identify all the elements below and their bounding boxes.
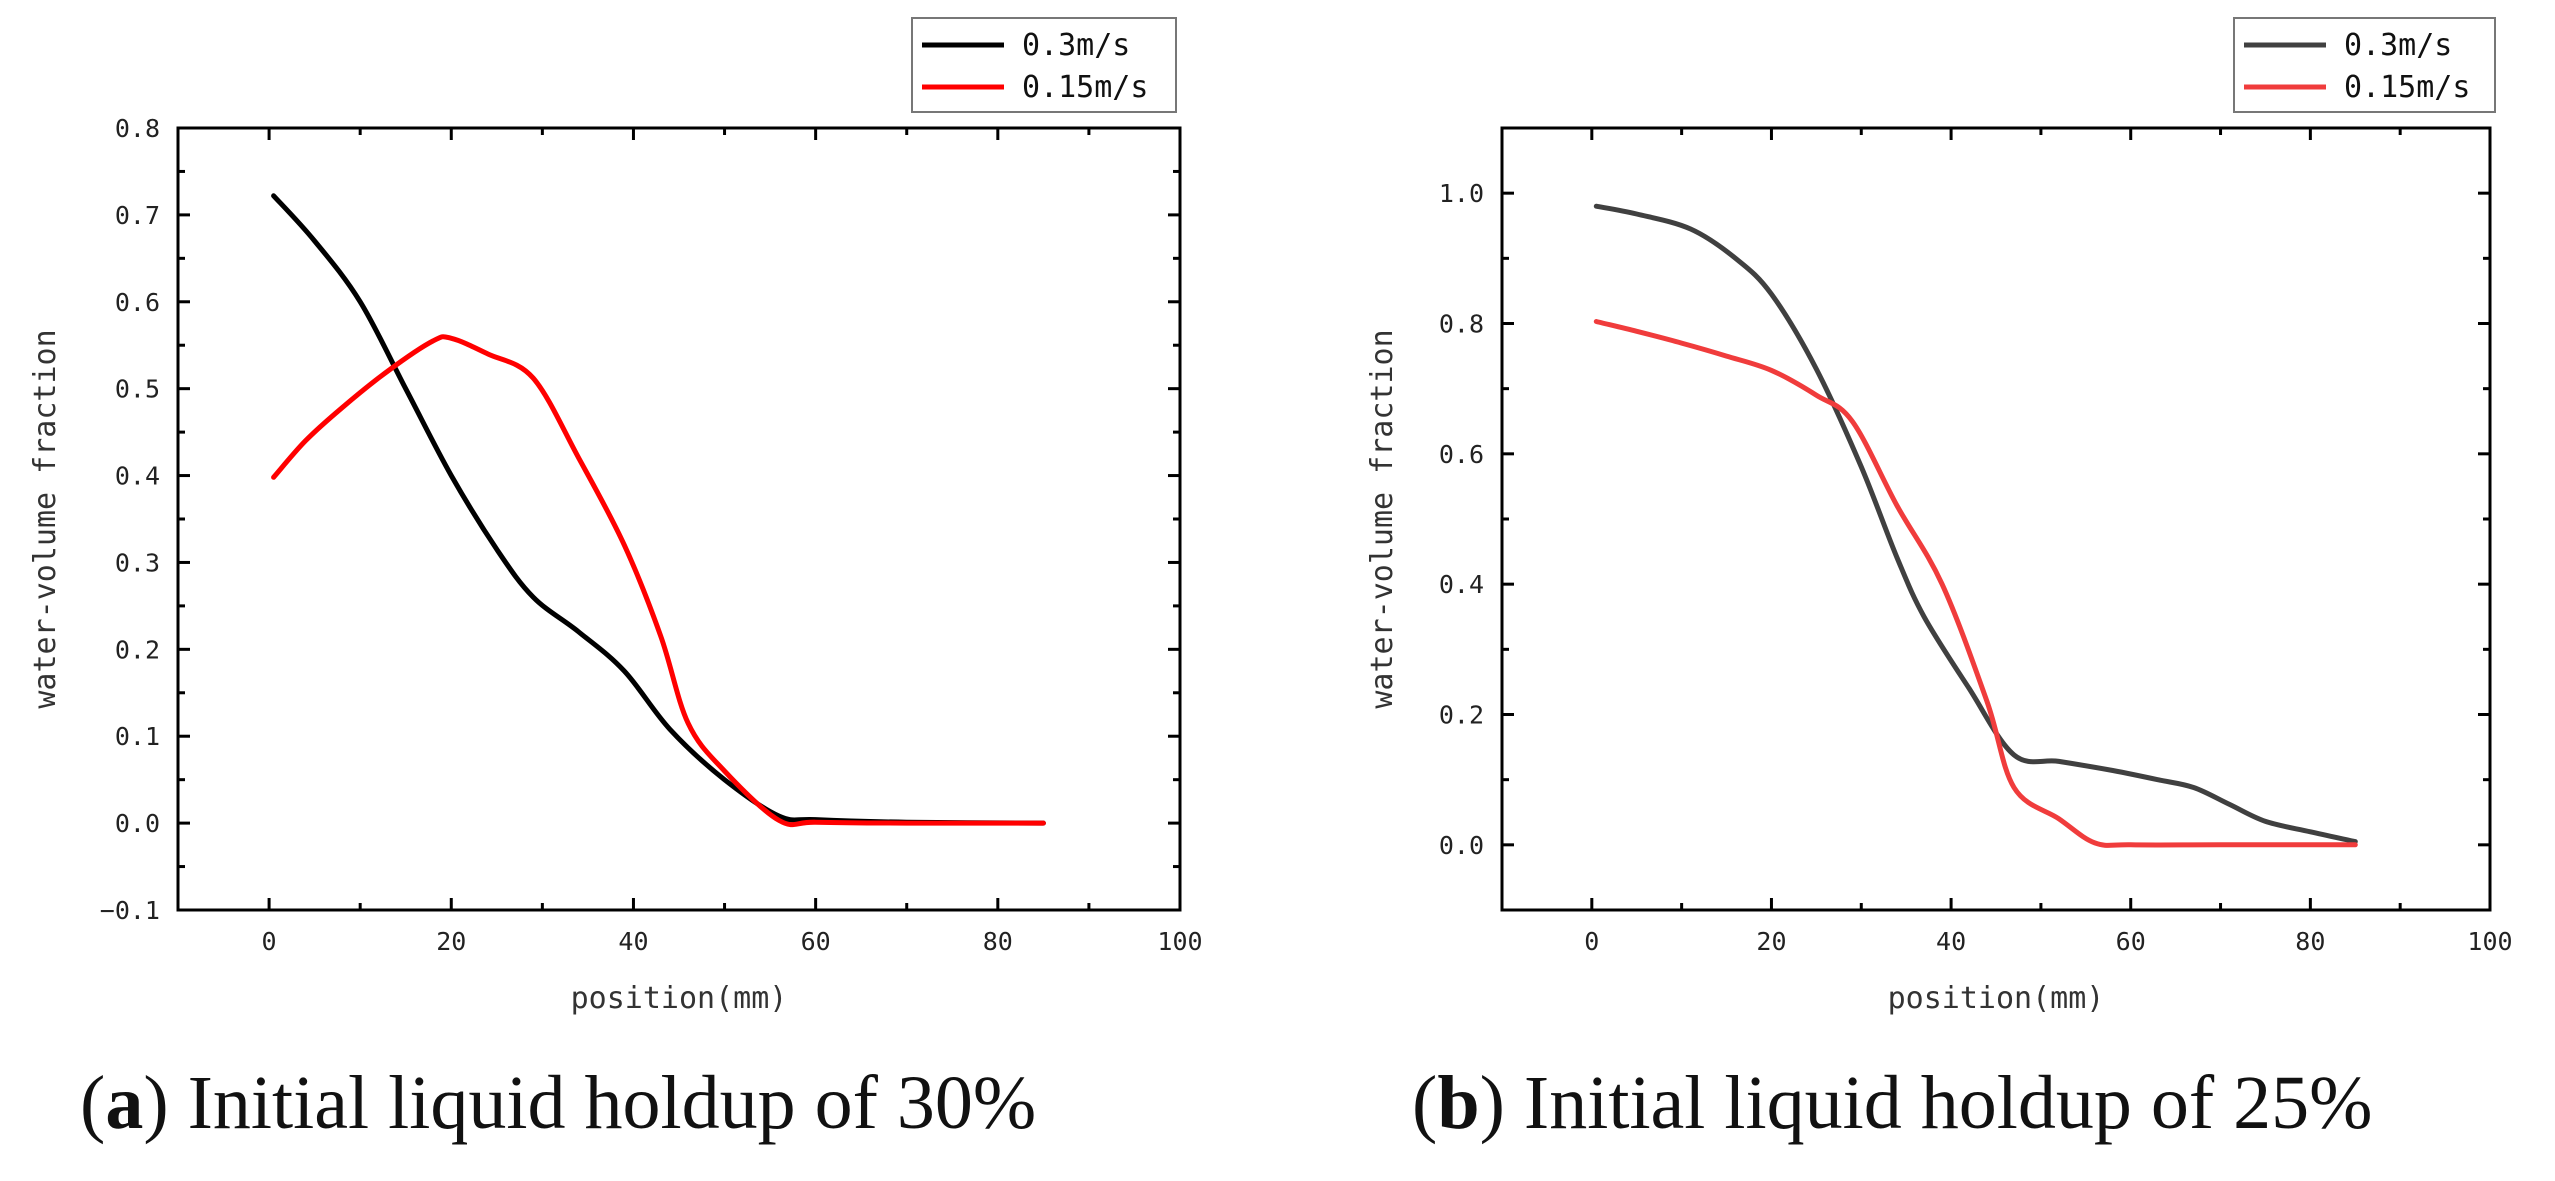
chart-a-x-tick-label: 100 — [1157, 927, 1202, 956]
chart-a-y-tick-label: 0.0 — [115, 809, 160, 838]
chart-a-plot-frame — [176, 126, 1182, 912]
chart-b-x-tick-label: 40 — [1936, 927, 1966, 956]
chart-b-legend-box — [2233, 17, 2496, 113]
chart-a-series-line-2 — [271, 334, 1046, 828]
chart-a-legend-box — [911, 17, 1177, 113]
caption-a-letter: a — [105, 1061, 144, 1145]
chart-b-x-tick-label: 100 — [2467, 927, 2512, 956]
chart-panel-a: 0 20 40 60 80 100 −0.1 0.0 0.1 0.2 0.3 0.4 0.5 0.6 0.7… — [28, 17, 1203, 1016]
chart-a-y-tick-label: 0.1 — [115, 722, 160, 751]
chart-a-y-tick-label: 0.3 — [115, 548, 160, 577]
chart-b-y-tick-label: 1.0 — [1439, 179, 1484, 208]
chart-b-x-axis-title: position(mm) — [1888, 981, 2105, 1016]
chart-b-y-axis-title: water-volume fraction — [1365, 329, 1400, 708]
chart-b-legend-label-2: 0.15m/s — [2344, 70, 2470, 105]
chart-b-y-tick-label: 0.6 — [1439, 440, 1484, 469]
chart-b-series-line-1 — [1593, 203, 2358, 845]
chart-b-y-tick-label: 0.2 — [1439, 701, 1484, 730]
chart-a-x-tick-label: 0 — [262, 927, 277, 956]
chart-a-y-tick-label: 0.7 — [115, 201, 160, 230]
chart-b-series-line-2 — [1593, 319, 2358, 848]
chart-b-x-tick-label: 80 — [2295, 927, 2325, 956]
chart-a-y-tick-label: −0.1 — [100, 896, 160, 925]
chart-a-x-tick-label: 60 — [801, 927, 831, 956]
chart-a-y-tick-label: 0.2 — [115, 635, 160, 664]
chart-b-y-tick-label: 0.4 — [1439, 570, 1484, 599]
caption-b-letter: b — [1437, 1061, 1480, 1145]
chart-a-legend-label-2: 0.15m/s — [1022, 70, 1148, 105]
chart-a-x-tick-label: 80 — [983, 927, 1013, 956]
chart-a-y-tick-label: 0.4 — [115, 462, 160, 491]
chart-b-y-tick-label: 0.0 — [1439, 831, 1484, 860]
chart-a-y-tick-label: 0.6 — [115, 288, 160, 317]
chart-a-y-tick-label: 0.5 — [115, 375, 160, 404]
chart-a-x-tick-label: 20 — [436, 927, 466, 956]
chart-b-legend-label-1: 0.3m/s — [2344, 28, 2452, 63]
caption-b: (b) Initial liquid holdup of 25% — [1412, 1061, 2373, 1145]
caption-a: (a) Initial liquid holdup of 30% — [80, 1061, 1037, 1145]
caption-a-text: Initial liquid holdup of 30% — [187, 1061, 1037, 1145]
chart-b-x-tick-label: 60 — [2116, 927, 2146, 956]
caption-b-text: Initial liquid holdup of 25% — [1523, 1061, 2373, 1145]
chart-a-legend-label-1: 0.3m/s — [1022, 28, 1130, 63]
chart-a-series-line-1 — [271, 193, 1046, 826]
chart-b-plot-frame — [1500, 126, 2492, 912]
chart-a-y-tick-label: 0.8 — [115, 114, 160, 143]
chart-b-y-tick-label: 0.8 — [1439, 310, 1484, 339]
chart-a-x-axis-title: position(mm) — [571, 981, 788, 1016]
chart-b-x-tick-label: 0 — [1584, 927, 1599, 956]
chart-a-x-tick-label: 40 — [618, 927, 648, 956]
chart-b-x-tick-label: 20 — [1756, 927, 1786, 956]
chart-a-y-axis-title: water-volume fraction — [28, 329, 63, 708]
chart-panel-b: 0 20 40 60 80 100 0.0 0.2 0.4 0.6 0.8 1.0 position(m… — [1365, 17, 2513, 1016]
